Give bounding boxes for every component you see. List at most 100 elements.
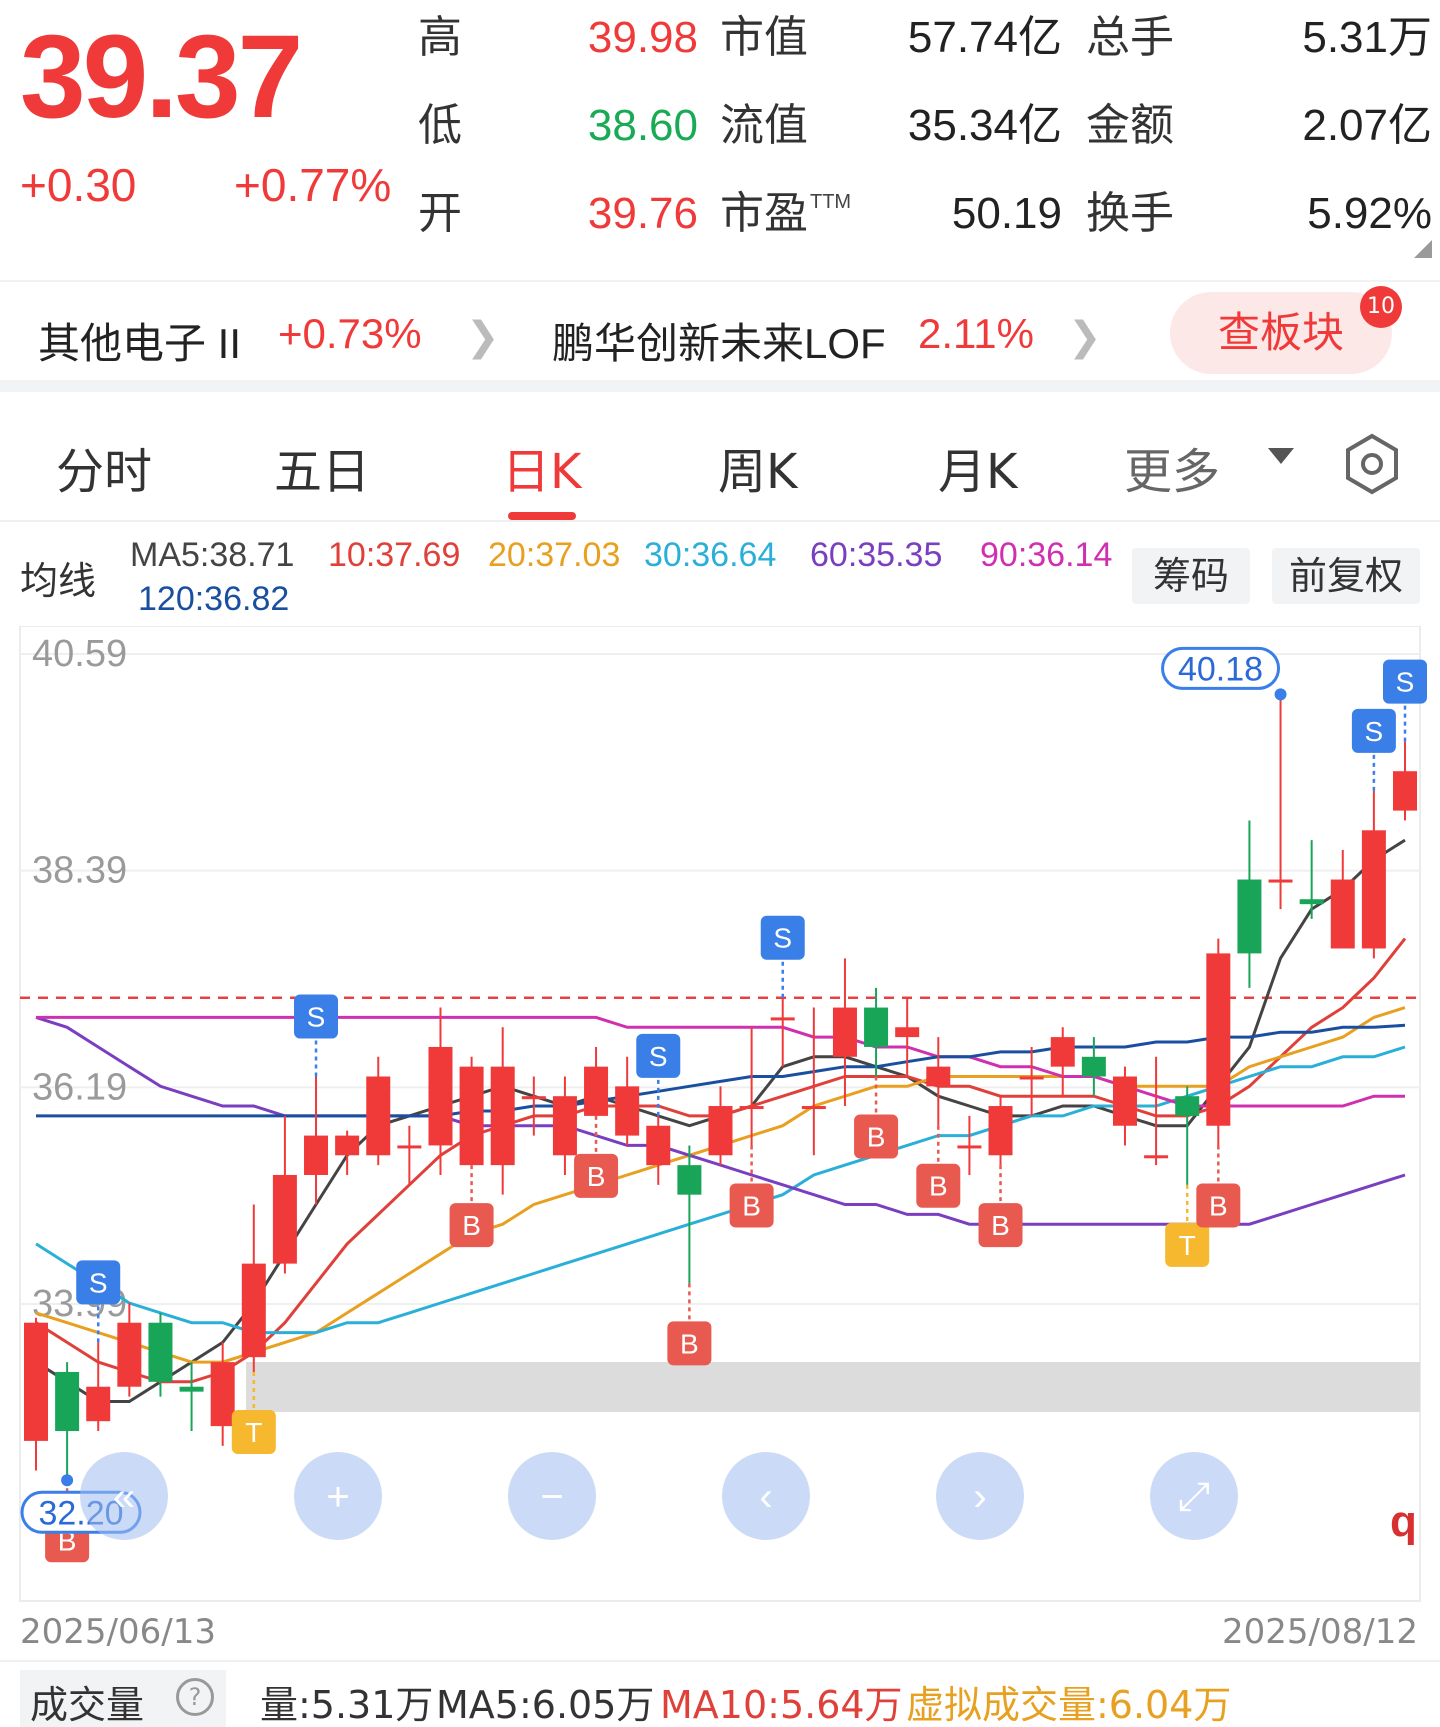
open-label: 开 — [418, 189, 462, 238]
signal-marker-B[interactable]: B — [729, 1145, 774, 1228]
candle[interactable] — [24, 1317, 48, 1471]
dropdown-arrow-icon[interactable] — [1268, 448, 1294, 464]
candle[interactable] — [584, 1046, 609, 1116]
candle-body — [1268, 879, 1293, 883]
candle[interactable] — [55, 1362, 80, 1481]
signal-marker-B[interactable]: B — [1196, 1145, 1241, 1228]
candle-body — [1081, 1056, 1106, 1077]
candle[interactable] — [739, 1027, 764, 1146]
candle-body — [584, 1066, 609, 1116]
candle-body — [739, 1106, 764, 1110]
candle[interactable] — [210, 1342, 235, 1446]
candle-body — [210, 1362, 235, 1427]
signal-marker-B[interactable]: B — [978, 1165, 1023, 1248]
tab-more[interactable]: 更多 — [1124, 444, 1221, 500]
candle[interactable] — [366, 1056, 391, 1166]
industry-link[interactable]: 其他电子 II — [38, 310, 241, 371]
zoom-in-button[interactable]: + — [294, 1452, 382, 1540]
candle[interactable] — [1330, 849, 1355, 949]
signal-marker-S[interactable]: S — [1383, 659, 1427, 742]
next-button-bg — [936, 1452, 1024, 1540]
candle[interactable] — [428, 1007, 453, 1175]
candle[interactable] — [615, 1056, 640, 1146]
signal-marker-T[interactable]: T — [231, 1371, 276, 1454]
candle[interactable] — [521, 1076, 546, 1136]
signal-marker-B[interactable]: B — [854, 1076, 899, 1159]
tab-five-day[interactable]: 五日 — [274, 444, 371, 500]
zoom-out-button[interactable]: − — [508, 1452, 596, 1540]
candle[interactable] — [895, 997, 920, 1077]
chart-frame — [19, 625, 1421, 1602]
candle[interactable] — [1081, 1037, 1106, 1097]
signal-marker-S[interactable]: S — [760, 915, 805, 998]
candle[interactable] — [801, 1007, 826, 1156]
candle[interactable] — [708, 1086, 733, 1166]
candle[interactable] — [1175, 1086, 1200, 1185]
candle[interactable] — [335, 1130, 360, 1175]
candle[interactable] — [957, 1115, 982, 1175]
settings-icon[interactable] — [1340, 432, 1404, 496]
candle[interactable] — [926, 1037, 951, 1126]
tab-daily-k[interactable]: 日K — [502, 444, 582, 500]
signal-marker-S[interactable]: S — [636, 1033, 681, 1116]
candle[interactable] — [1050, 1027, 1075, 1097]
candle[interactable] — [1299, 840, 1324, 919]
help-icon[interactable]: ? — [176, 1678, 214, 1716]
chip-distribution-button[interactable]: 筹码 — [1132, 548, 1250, 604]
candle[interactable] — [988, 1096, 1013, 1166]
signal-marker-B[interactable]: B — [667, 1283, 712, 1366]
chevron-right-icon[interactable]: ❯ — [466, 314, 500, 360]
candle[interactable] — [864, 987, 889, 1077]
candle[interactable] — [1237, 820, 1262, 988]
float-cap-label: 流值 — [720, 101, 808, 150]
view-sectors-button[interactable]: 查板块 — [1170, 292, 1392, 374]
candle[interactable] — [241, 1204, 266, 1372]
signal-marker-B[interactable]: B — [449, 1165, 494, 1248]
candle[interactable] — [148, 1312, 173, 1397]
candle[interactable] — [832, 958, 857, 1107]
next-button[interactable]: › — [936, 1452, 1024, 1540]
candle-body — [1206, 953, 1231, 1126]
candle[interactable] — [1019, 1046, 1044, 1116]
candle[interactable] — [770, 997, 795, 1067]
price-adjust-button[interactable]: 前复权 — [1272, 548, 1420, 604]
signal-letter: T — [1179, 1230, 1196, 1261]
signal-marker-S[interactable]: S — [1351, 708, 1396, 791]
signal-marker-B[interactable]: B — [916, 1125, 961, 1208]
prev-button[interactable]: ‹ — [722, 1452, 810, 1540]
candle[interactable] — [552, 1076, 577, 1175]
fund-link[interactable]: 鹏华创新未来LOF — [552, 310, 886, 371]
candle[interactable] — [459, 1056, 484, 1166]
candle-body — [1144, 1155, 1169, 1159]
chevron-right-icon[interactable]: ❯ — [1068, 314, 1102, 360]
expand-corner-icon[interactable] — [1414, 240, 1432, 258]
candle[interactable] — [397, 1125, 422, 1185]
candle[interactable] — [272, 1115, 297, 1274]
signal-marker-S[interactable]: S — [76, 1260, 121, 1343]
tab-intraday[interactable]: 分时 — [56, 444, 153, 500]
tab-monthly-k[interactable]: 月K — [938, 444, 1018, 500]
signal-marker-T[interactable]: T — [1165, 1184, 1210, 1267]
candle-body — [801, 1106, 826, 1110]
rewind-button[interactable]: « — [80, 1452, 168, 1540]
candle[interactable] — [117, 1303, 142, 1397]
candle[interactable] — [646, 1115, 671, 1185]
signal-marker-B[interactable]: B — [574, 1115, 619, 1198]
date-end: 2025/08/12 — [1222, 1612, 1418, 1652]
candle[interactable] — [677, 1145, 702, 1284]
candle[interactable] — [1206, 938, 1231, 1146]
candle[interactable] — [1268, 694, 1293, 910]
candle[interactable] — [179, 1362, 204, 1432]
signal-marker-S[interactable]: S — [294, 994, 339, 1077]
candle[interactable] — [1144, 1056, 1169, 1166]
tab-weekly-k[interactable]: 周K — [718, 444, 798, 500]
candle[interactable] — [1112, 1066, 1137, 1146]
candle[interactable] — [1393, 741, 1417, 821]
candle[interactable] — [490, 1027, 515, 1195]
candle[interactable] — [304, 1076, 329, 1205]
candle[interactable] — [86, 1342, 111, 1432]
candle[interactable] — [1361, 790, 1386, 959]
fullscreen-button[interactable]: ⤢ — [1150, 1452, 1238, 1540]
